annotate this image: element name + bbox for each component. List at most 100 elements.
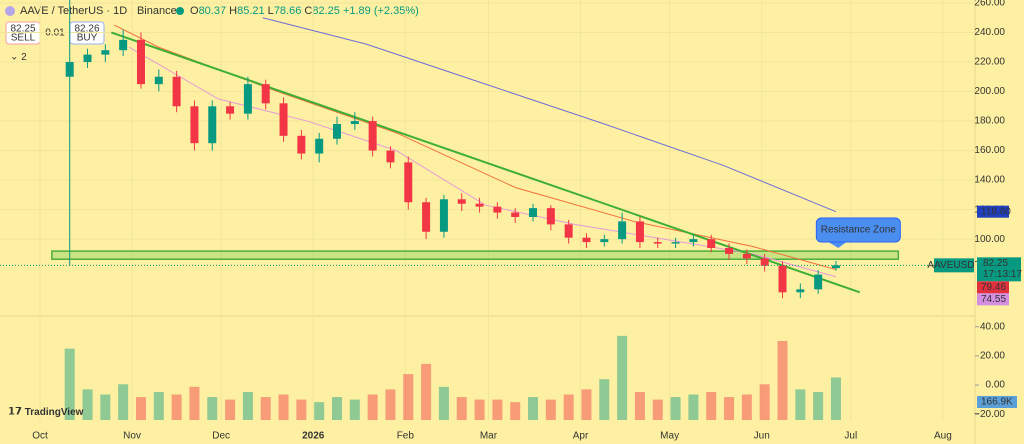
volume-bar <box>260 397 271 420</box>
zone-label: Resistance Zone <box>821 225 896 236</box>
volume-bar <box>242 391 253 420</box>
x-tick-label: Apr <box>573 431 589 442</box>
layers[interactable]: 2 <box>21 52 27 63</box>
sell-price[interactable]: 82.25 <box>10 24 35 35</box>
candle-body <box>493 206 502 213</box>
candle-body <box>243 84 252 114</box>
candle-body <box>422 202 431 232</box>
candle-body <box>65 62 74 77</box>
x-tick-label: Oct <box>32 431 48 442</box>
volume-bar <box>314 402 325 420</box>
change: +1.89 <box>343 5 371 17</box>
moving-average <box>262 17 837 213</box>
volume-bar <box>278 394 289 420</box>
candle-body <box>725 248 734 254</box>
candle-body <box>600 239 609 243</box>
volume-bar <box>741 394 752 420</box>
x-tick-label: 2026 <box>302 431 325 442</box>
candle-body <box>226 106 235 114</box>
price-tag-box <box>977 257 1021 282</box>
volume-bar <box>403 374 414 420</box>
candle-body <box>475 203 484 207</box>
volume-bar <box>492 399 503 420</box>
volume-bar <box>171 394 182 420</box>
candle-body <box>564 224 573 238</box>
candle-body <box>333 124 341 139</box>
candle-body <box>582 237 591 243</box>
ma-tag-box <box>977 293 1009 306</box>
volume-bar <box>82 389 93 420</box>
sell-button[interactable]: 82.25 SELL <box>5 21 41 45</box>
countdown: 17:13:17 <box>983 269 1022 280</box>
layers-toggle[interactable]: ⌄ 2 <box>10 52 27 63</box>
volume-bar <box>349 399 360 420</box>
symbol-tag-box <box>934 258 974 273</box>
volume-bar <box>599 379 610 420</box>
y2-tick-label: 40.00 <box>980 321 1005 332</box>
moving-average <box>114 24 837 270</box>
volume-bar <box>688 394 699 420</box>
volume-bar <box>563 394 574 420</box>
candle-body <box>261 84 270 104</box>
candle-body <box>831 265 840 269</box>
candle-body <box>350 121 359 124</box>
y2-tick-label: 20.00 <box>980 351 1005 362</box>
ma-tag: 79.46 <box>981 282 1006 293</box>
logo: 𝟭𝟳 TradingView <box>8 407 84 418</box>
volume-tag-box <box>977 396 1017 408</box>
buy-label[interactable]: BUY <box>77 33 98 44</box>
volume-bar <box>438 386 449 420</box>
candle-body <box>279 103 288 136</box>
candle-body <box>529 208 538 217</box>
volume-bar <box>225 399 236 420</box>
candle-body <box>814 274 823 290</box>
volume-bar <box>777 340 788 420</box>
ma-tag-box <box>977 205 1009 218</box>
volume-bar <box>706 391 717 420</box>
volume-bar <box>385 389 396 420</box>
candle-body <box>439 199 448 232</box>
volume-tag: 166.9K <box>981 397 1013 408</box>
candle-body <box>386 150 395 163</box>
trendline <box>110 31 861 294</box>
candle-body <box>742 253 751 259</box>
y-tick-label: 160.00 <box>974 145 1005 156</box>
volume-bar <box>64 348 75 420</box>
volume-bar <box>581 389 592 420</box>
volume-bar <box>421 363 432 420</box>
y-tick-label: 200.00 <box>974 86 1005 97</box>
volume-bar <box>118 384 129 420</box>
buy-price[interactable]: 82.26 <box>74 24 99 35</box>
x-tick-label: Jun <box>754 431 770 442</box>
volume-bar <box>332 397 342 420</box>
candle-body <box>172 76 181 107</box>
volume-bar <box>474 399 485 420</box>
ma-tag-box <box>977 281 1009 294</box>
step: 0.01 <box>45 28 65 39</box>
buy-button[interactable]: 82.26 BUY <box>69 21 105 45</box>
low: 78.66 <box>274 5 302 17</box>
symbol-icon <box>5 6 15 16</box>
symbol: AAVE / TetherUS · 1D · Binance <box>20 5 177 17</box>
volume-bar <box>813 391 824 420</box>
volume-bar <box>617 335 628 420</box>
status-dot <box>176 7 184 15</box>
candle-body <box>101 50 110 55</box>
y2-tick-label: −20.00 <box>974 409 1005 420</box>
ma-tag: 118.60 <box>981 206 1011 217</box>
ma-tag: 74.55 <box>981 294 1006 305</box>
candle-body <box>154 76 163 85</box>
volume-bar <box>830 377 841 420</box>
y-tick-label: 180.00 <box>974 116 1005 127</box>
volume-bar <box>207 397 218 420</box>
volume-bar <box>528 397 539 420</box>
volume-bar <box>367 394 378 420</box>
candle-body <box>83 54 92 62</box>
y-tick-label: 220.00 <box>974 57 1005 68</box>
sell-label[interactable]: SELL <box>11 33 36 44</box>
high: 85.21 <box>237 5 265 17</box>
candle-body <box>760 258 769 266</box>
volume-bar <box>795 389 806 420</box>
candle-body <box>653 242 662 244</box>
